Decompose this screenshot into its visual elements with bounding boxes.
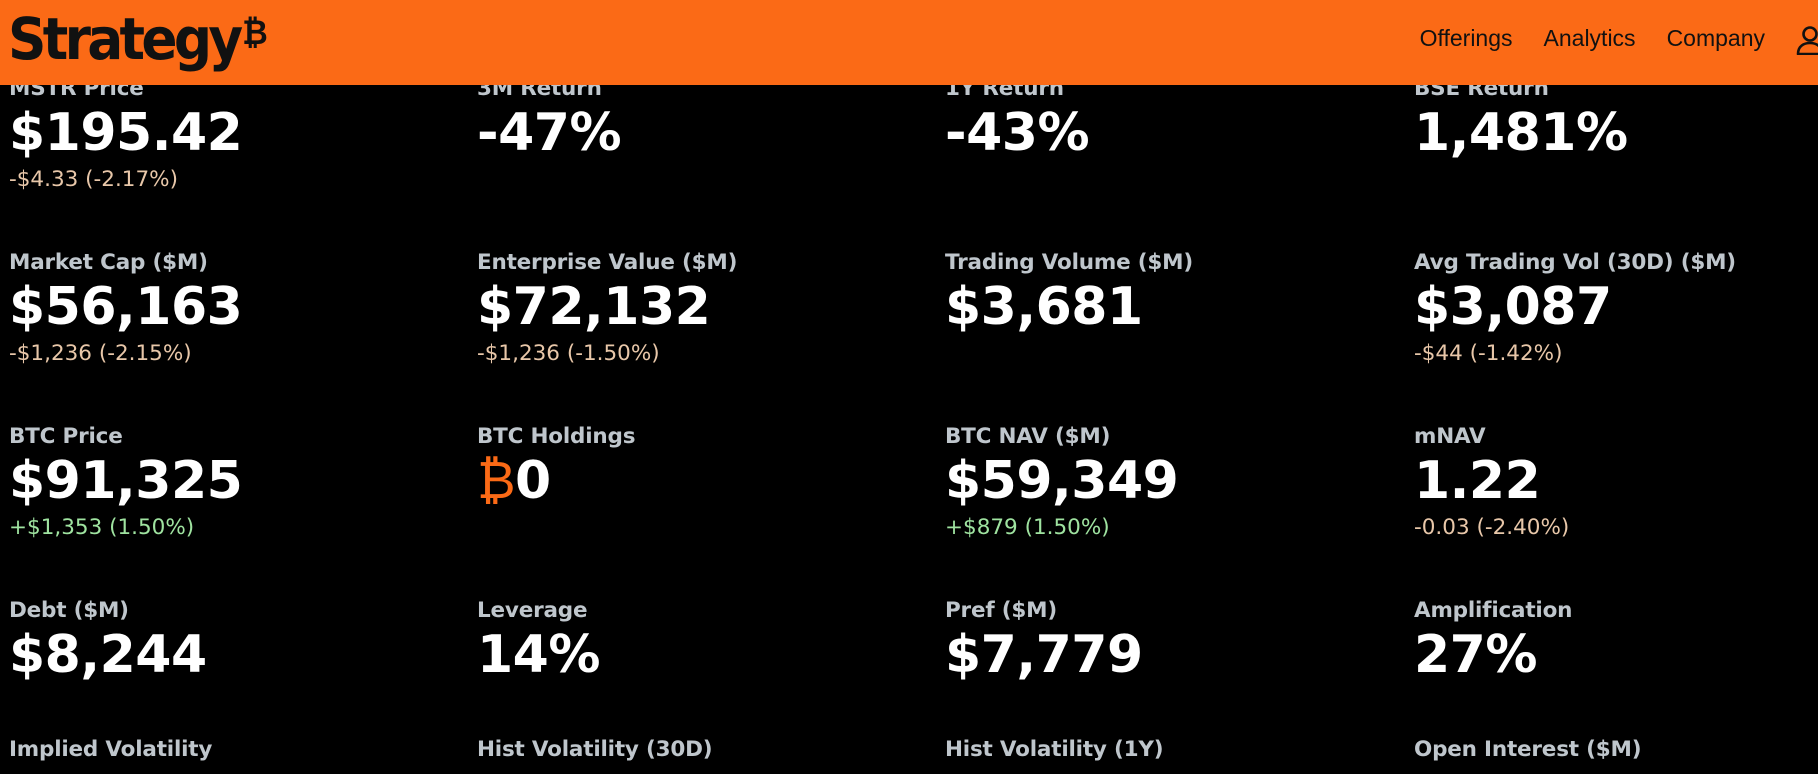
metric-value: $195.42 bbox=[9, 103, 449, 163]
metric-card: Avg Trading Vol (30D) ($M) $3,087 -$44 (-1… bbox=[1414, 250, 1818, 366]
metric-value: 1.22 bbox=[1414, 451, 1818, 511]
metric-card: Hist Volatility (1Y) bbox=[945, 737, 1385, 762]
metric-label: Hist Volatility (30D) bbox=[477, 737, 713, 762]
metric-value-number: $195.42 bbox=[9, 103, 243, 163]
metric-card: BSE Return 1,481% bbox=[1414, 76, 1818, 163]
metric-label: Pref ($M) bbox=[945, 598, 1057, 623]
metric-value: $3,087 bbox=[1414, 277, 1818, 337]
metric-card: MSTR Price $195.42 -$4.33 (-2.17%) bbox=[9, 76, 449, 192]
metric-change: -$44 (-1.42%) bbox=[1414, 341, 1563, 366]
metric-change: +$879 (1.50%) bbox=[945, 515, 1110, 540]
metric-card: Leverage 14% bbox=[477, 598, 917, 685]
metric-card: Debt ($M) $8,244 bbox=[9, 598, 449, 685]
metric-label: BTC Holdings bbox=[477, 424, 636, 449]
metric-card: BTC Holdings ₿0 bbox=[477, 424, 917, 511]
metric-value-number: 1,481% bbox=[1414, 103, 1628, 163]
metric-value-number: -43% bbox=[945, 103, 1090, 163]
metric-card: BTC Price $91,325 +$1,353 (1.50%) bbox=[9, 424, 449, 540]
metric-label: Trading Volume ($M) bbox=[945, 250, 1193, 275]
metric-value-number: $3,681 bbox=[945, 277, 1143, 337]
metric-value: $8,244 bbox=[9, 625, 449, 685]
metric-card: Implied Volatility bbox=[9, 737, 449, 762]
metric-label: BTC NAV ($M) bbox=[945, 424, 1111, 449]
metric-value: 14% bbox=[477, 625, 917, 685]
metric-value-number: -47% bbox=[477, 103, 622, 163]
metric-card: Amplification 27% bbox=[1414, 598, 1818, 685]
metric-value-number: $56,163 bbox=[9, 277, 243, 337]
metric-label: Hist Volatility (1Y) bbox=[945, 737, 1164, 762]
metric-change: -$1,236 (-1.50%) bbox=[477, 341, 660, 366]
metric-value: $91,325 bbox=[9, 451, 449, 511]
main-nav: Offerings Analytics Company bbox=[1420, 0, 1818, 77]
metric-label: Amplification bbox=[1414, 598, 1573, 623]
logo-text: Strategy bbox=[8, 5, 243, 73]
metric-value: $56,163 bbox=[9, 277, 449, 337]
metric-value-number: $91,325 bbox=[9, 451, 243, 511]
metric-change: -$4.33 (-2.17%) bbox=[9, 167, 178, 192]
metric-change: +$1,353 (1.50%) bbox=[9, 515, 195, 540]
metric-value: -47% bbox=[477, 103, 917, 163]
metric-value: -43% bbox=[945, 103, 1385, 163]
metric-change: -$1,236 (-2.15%) bbox=[9, 341, 192, 366]
metric-label: Avg Trading Vol (30D) ($M) bbox=[1414, 250, 1736, 275]
metric-value-number: $7,779 bbox=[945, 625, 1143, 685]
metric-value-number: 0 bbox=[515, 451, 551, 511]
metric-value-number: $3,087 bbox=[1414, 277, 1612, 337]
metric-value: 1,481% bbox=[1414, 103, 1818, 163]
metric-label: Implied Volatility bbox=[9, 737, 213, 762]
metric-value-number: $8,244 bbox=[9, 625, 207, 685]
metric-value: $7,779 bbox=[945, 625, 1385, 685]
nav-analytics-link[interactable]: Analytics bbox=[1543, 25, 1636, 51]
metric-value-number: $72,132 bbox=[477, 277, 711, 337]
metric-card: Market Cap ($M) $56,163 -$1,236 (-2.15%) bbox=[9, 250, 449, 366]
bitcoin-symbol-icon: ₿ bbox=[477, 451, 516, 511]
nav-offerings-link[interactable]: Offerings bbox=[1419, 25, 1513, 51]
metric-label: Debt ($M) bbox=[9, 598, 129, 623]
metric-label: Open Interest ($M) bbox=[1414, 737, 1642, 762]
metric-card: BTC NAV ($M) $59,349 +$879 (1.50%) bbox=[945, 424, 1385, 540]
nav-company-link[interactable]: Company bbox=[1666, 25, 1765, 51]
metric-value: $3,681 bbox=[945, 277, 1385, 337]
metric-value-number: $59,349 bbox=[945, 451, 1179, 511]
metric-value-number: 1.22 bbox=[1414, 451, 1541, 511]
bitcoin-logo-mark: ₿ bbox=[242, 13, 268, 53]
metric-label: Market Cap ($M) bbox=[9, 250, 208, 275]
metric-value: $59,349 bbox=[945, 451, 1385, 511]
metric-change: -0.03 (-2.40%) bbox=[1414, 515, 1570, 540]
metric-card: Trading Volume ($M) $3,681 bbox=[945, 250, 1385, 337]
metric-card: 3M Return -47% bbox=[477, 76, 917, 163]
top-navigation-bar: Strategy₿ Offerings Analytics Company bbox=[0, 0, 1818, 85]
strategy-logo[interactable]: Strategy₿ bbox=[8, 4, 268, 74]
metric-value-number: 27% bbox=[1414, 625, 1537, 685]
metric-label: BTC Price bbox=[9, 424, 123, 449]
metric-label: mNAV bbox=[1414, 424, 1486, 449]
user-icon[interactable] bbox=[1796, 25, 1818, 55]
metric-value-number: 14% bbox=[477, 625, 600, 685]
metric-value: 27% bbox=[1414, 625, 1818, 685]
metric-value: ₿0 bbox=[477, 451, 917, 511]
metric-card: Pref ($M) $7,779 bbox=[945, 598, 1385, 685]
metric-card: Open Interest ($M) bbox=[1414, 737, 1818, 762]
metric-label: Enterprise Value ($M) bbox=[477, 250, 738, 275]
metric-card: Enterprise Value ($M) $72,132 -$1,236 (-1.… bbox=[477, 250, 917, 366]
metric-value: $72,132 bbox=[477, 277, 917, 337]
metric-card: 1Y Return -43% bbox=[945, 76, 1385, 163]
metric-label: Leverage bbox=[477, 598, 588, 623]
metric-card: Hist Volatility (30D) bbox=[477, 737, 917, 762]
metric-card: mNAV 1.22 -0.03 (-2.40%) bbox=[1414, 424, 1818, 540]
